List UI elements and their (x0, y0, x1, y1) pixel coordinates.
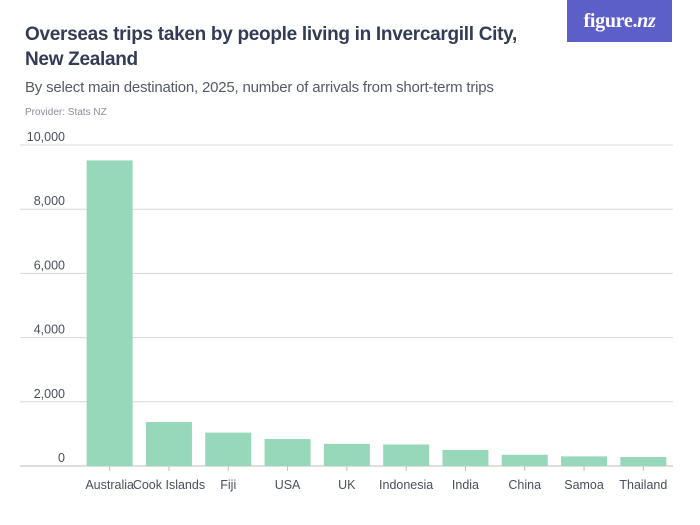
bar-samoa (561, 456, 608, 466)
y-axis-ticks: 0 2,000 4,000 6,000 8,000 10,000 (27, 130, 65, 465)
bar-uk (323, 443, 370, 466)
y-tick-label: 6,000 (34, 258, 65, 272)
bar-australia (86, 160, 133, 466)
bar-cook-islands (145, 422, 192, 466)
x-tick-label: India (452, 478, 479, 492)
x-tick-label: Australia (85, 478, 134, 492)
y-tick-label: 4,000 (34, 323, 65, 337)
x-tick-label: Thailand (619, 478, 667, 492)
x-tick-label: Samoa (564, 478, 604, 492)
provider-label: Provider: Stats NZ (25, 107, 107, 118)
x-tick-label: Indonesia (379, 478, 433, 492)
x-tick-label: UK (338, 478, 356, 492)
y-tick-label: 0 (58, 451, 65, 465)
chart-title: Overseas trips taken by people living in… (25, 24, 517, 70)
x-tick-label: USA (275, 478, 301, 492)
x-tick-label: Fiji (220, 478, 236, 492)
y-tick-label: 10,000 (27, 130, 65, 144)
bar-indonesia (383, 444, 430, 466)
bar-china (501, 454, 548, 466)
bar-usa (264, 439, 311, 466)
bar-fiji (205, 432, 252, 466)
logo-text-main: figure. (583, 9, 638, 32)
bar-thailand (620, 457, 667, 466)
y-tick-label: 8,000 (34, 194, 65, 208)
logo-text-nz: nz (637, 9, 656, 32)
figure-nz-logo[interactable]: figure. nz (567, 0, 672, 42)
bar-india (442, 449, 489, 466)
chart-subtitle: By select main destination, 2025, number… (25, 79, 494, 96)
x-tick-label: Cook Islands (133, 478, 205, 492)
x-tick-label: China (508, 478, 541, 492)
y-tick-label: 2,000 (34, 387, 65, 401)
bars (86, 160, 667, 466)
